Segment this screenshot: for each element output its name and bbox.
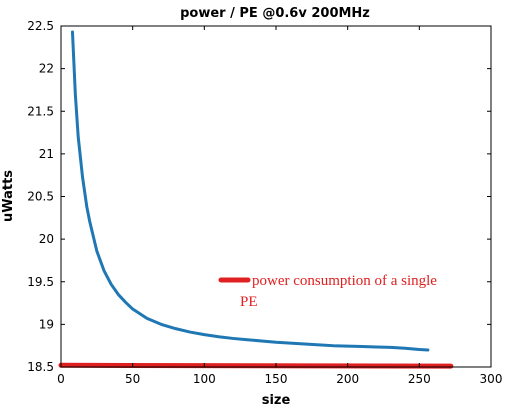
y-tick-label: 22 [39,62,54,76]
y-tick-label: 21 [39,147,54,161]
x-tick-label: 0 [57,372,65,386]
y-tick-label: 22.5 [27,19,54,33]
series-line-1 [70,30,430,352]
y-tick-label: 19.5 [27,275,54,289]
annotation-line-1: power consumption of a single [252,273,437,289]
chart-title: power / PE @0.6v 200MHz [180,6,370,21]
y-tick-label: 21.5 [27,104,54,118]
ticks: 0 50 100 150 200 250 300 18.5 19 19.5 20 20.5 21 21.5… [27,19,502,386]
x-tick-label: 150 [265,372,288,386]
y-tick-label: 20.5 [27,190,54,204]
x-tick-label: 300 [480,372,503,386]
y-tick-label: 20 [39,232,54,246]
x-tick-label: 200 [336,372,359,386]
y-tick-label: 19 [39,317,54,331]
x-tick-label: 50 [125,372,140,386]
y-axis-label: uWatts [1,170,16,222]
x-tick-label: 250 [408,372,431,386]
y-tick-label: 18.5 [27,360,54,374]
x-axis-label: size [262,393,291,408]
x-tick-label: 100 [193,372,216,386]
annotation-line-2: PE [240,294,258,310]
plot-area [58,30,454,369]
series-line-2 [58,362,454,369]
